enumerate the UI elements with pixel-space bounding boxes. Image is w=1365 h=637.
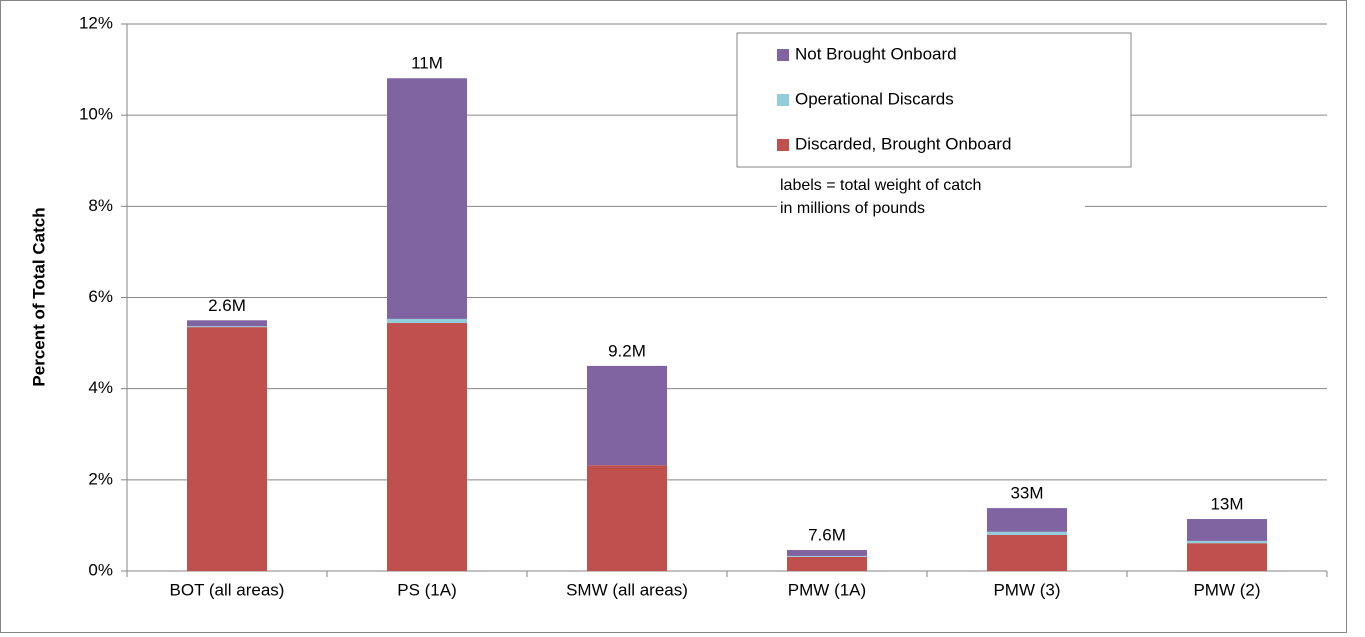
total-label: 2.6M <box>208 296 246 315</box>
total-label: 13M <box>1210 495 1243 514</box>
legend-swatch <box>777 49 789 61</box>
total-label: 11M <box>411 54 443 73</box>
bar-segment <box>587 365 667 466</box>
annotation: in millions of pounds <box>780 200 925 217</box>
total-label: 9.2M <box>608 341 646 360</box>
y-tick-label: 12% <box>79 13 113 32</box>
annotation-box <box>777 168 1085 230</box>
legend-label: Operational Discards <box>795 89 954 108</box>
bar-segment <box>1187 540 1267 544</box>
bar-segment <box>1187 519 1267 541</box>
bar-segment <box>387 323 467 571</box>
legend-label: Not Brought Onboard <box>795 44 957 63</box>
legend-label: Discarded, Brought Onboard <box>795 134 1011 153</box>
bar-segment <box>787 550 867 556</box>
y-tick-label: 2% <box>88 469 113 488</box>
bar-segment <box>987 534 1067 571</box>
total-label: 7.6M <box>808 526 846 545</box>
bar-segment <box>1187 543 1267 571</box>
bar-segment <box>787 556 867 571</box>
y-tick-label: 10% <box>79 105 113 124</box>
x-tick-label: PMW (2) <box>1193 580 1260 599</box>
x-tick-label: PMW (3) <box>993 580 1060 599</box>
y-tick-label: 8% <box>88 196 113 215</box>
y-tick-label: 4% <box>88 378 113 397</box>
x-tick-label: PS (1A) <box>397 580 457 599</box>
legend-swatch <box>777 139 789 151</box>
y-tick-label: 0% <box>88 560 113 579</box>
bar-segment <box>787 555 867 557</box>
bar-segment <box>187 327 267 571</box>
bar-segment <box>587 465 667 571</box>
bar-segment <box>387 78 467 319</box>
bar-segment <box>187 320 267 327</box>
bar-segment <box>187 326 267 328</box>
x-tick-label: PMW (1A) <box>788 580 866 599</box>
legend-box <box>736 32 1132 168</box>
y-tick-label: 6% <box>88 287 113 306</box>
annotation: labels = total weight of catch <box>780 177 981 194</box>
bar-segment <box>987 531 1067 535</box>
legend-swatch <box>777 94 789 106</box>
bar-segment <box>987 508 1067 532</box>
x-tick-label: SMW (all areas) <box>566 580 688 599</box>
total-label: 33M <box>1010 484 1043 503</box>
y-axis-label: Percent of Total Catch <box>29 207 48 386</box>
x-tick-label: BOT (all areas) <box>170 580 285 599</box>
bar-segment <box>387 318 467 324</box>
